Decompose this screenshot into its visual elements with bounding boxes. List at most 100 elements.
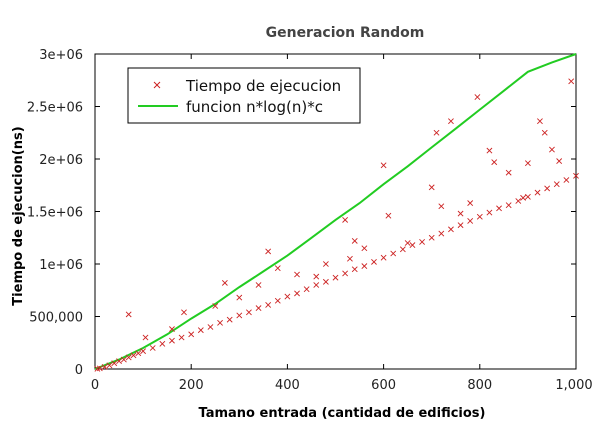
data-point	[130, 352, 137, 359]
data-point	[101, 363, 108, 370]
y-tick-label: 1e+06	[39, 258, 83, 273]
data-point	[169, 337, 175, 344]
data-point	[467, 218, 474, 224]
data-point	[212, 303, 219, 309]
data-point	[505, 169, 512, 176]
data-point	[94, 365, 101, 372]
data-point	[274, 265, 281, 272]
data-point	[226, 316, 233, 323]
data-point	[313, 273, 320, 280]
y-tick-label: 0	[75, 363, 83, 378]
data-point	[265, 248, 272, 255]
data-point	[313, 282, 320, 288]
data-point	[568, 78, 575, 85]
x-tick-label: 200	[179, 378, 204, 393]
data-point	[351, 266, 358, 273]
legend-marker-scatter	[153, 81, 161, 89]
data-point	[217, 319, 223, 326]
data-point	[236, 294, 243, 301]
data-point	[486, 147, 493, 154]
data-point	[255, 305, 262, 312]
data-point	[486, 209, 493, 216]
legend: Tiempo de ejecucion funcion n*log(n)*c	[127, 67, 361, 124]
data-point	[96, 365, 103, 372]
data-point	[149, 345, 156, 351]
data-point	[159, 340, 166, 347]
data-point	[181, 309, 187, 316]
data-point	[274, 297, 281, 304]
data-point	[476, 213, 483, 220]
y-tick-label: 2e+06	[39, 153, 83, 168]
data-point	[221, 279, 228, 286]
data-point	[351, 237, 358, 244]
legend-label-line: funcion n*log(n)*c	[186, 98, 323, 116]
data-point	[347, 255, 353, 262]
data-point	[332, 274, 339, 281]
data-point	[246, 309, 252, 316]
data-point	[534, 189, 541, 196]
data-point	[120, 356, 127, 363]
data-point	[265, 302, 272, 308]
data-point	[188, 331, 195, 338]
data-point	[125, 354, 132, 361]
data-point	[573, 172, 579, 179]
data-point	[294, 290, 300, 297]
data-point	[553, 181, 560, 188]
data-point	[524, 160, 531, 167]
data-point	[236, 312, 243, 319]
data-point	[448, 226, 454, 233]
data-point	[549, 146, 555, 153]
data-point	[342, 216, 349, 223]
data-point	[116, 358, 122, 365]
series-points-group	[94, 78, 579, 372]
y-tick-label: 3e+06	[39, 48, 83, 63]
data-point	[197, 327, 204, 334]
data-point	[448, 118, 454, 125]
data-point	[399, 246, 406, 253]
x-tick-label: 800	[467, 378, 492, 393]
data-point	[106, 362, 113, 369]
data-point	[385, 212, 392, 219]
data-point	[322, 278, 329, 285]
data-point	[390, 250, 397, 257]
data-point	[520, 194, 527, 201]
data-point	[303, 286, 310, 293]
data-point	[556, 158, 563, 165]
data-point	[207, 324, 214, 330]
data-point	[380, 254, 387, 261]
legend-label-scatter: Tiempo de ejecucion	[185, 77, 341, 95]
legend-box	[127, 67, 361, 124]
data-point	[380, 162, 387, 169]
x-tick-label: 400	[275, 378, 300, 393]
data-point	[428, 184, 435, 191]
data-point	[140, 348, 147, 355]
data-point	[284, 293, 291, 300]
data-point	[361, 263, 368, 270]
x-axis: 0 200 400 600 800 1,000	[91, 54, 593, 393]
data-point	[125, 311, 132, 318]
data-point	[438, 203, 445, 210]
data-point	[342, 270, 349, 277]
data-point	[544, 185, 551, 192]
data-point	[524, 193, 531, 200]
data-point	[371, 258, 377, 265]
series-line-nlogn	[94, 53, 577, 370]
series-line-group	[94, 53, 577, 370]
data-point	[457, 222, 464, 229]
data-point	[563, 177, 570, 183]
data-point	[142, 334, 149, 341]
data-point	[438, 230, 445, 237]
chart-title: Generacion Random	[266, 25, 425, 41]
x-tick-label: 0	[91, 378, 99, 393]
data-point	[294, 271, 300, 278]
data-point	[404, 240, 411, 246]
data-point	[135, 350, 142, 357]
y-tick-label: 500,000	[29, 311, 83, 326]
data-point	[419, 239, 425, 245]
x-tick-label: 600	[371, 378, 396, 393]
data-point	[505, 202, 512, 209]
data-point	[169, 326, 175, 333]
data-point	[457, 210, 464, 217]
x-axis-title: Tamano entrada (cantidad de edificios)	[199, 406, 486, 421]
